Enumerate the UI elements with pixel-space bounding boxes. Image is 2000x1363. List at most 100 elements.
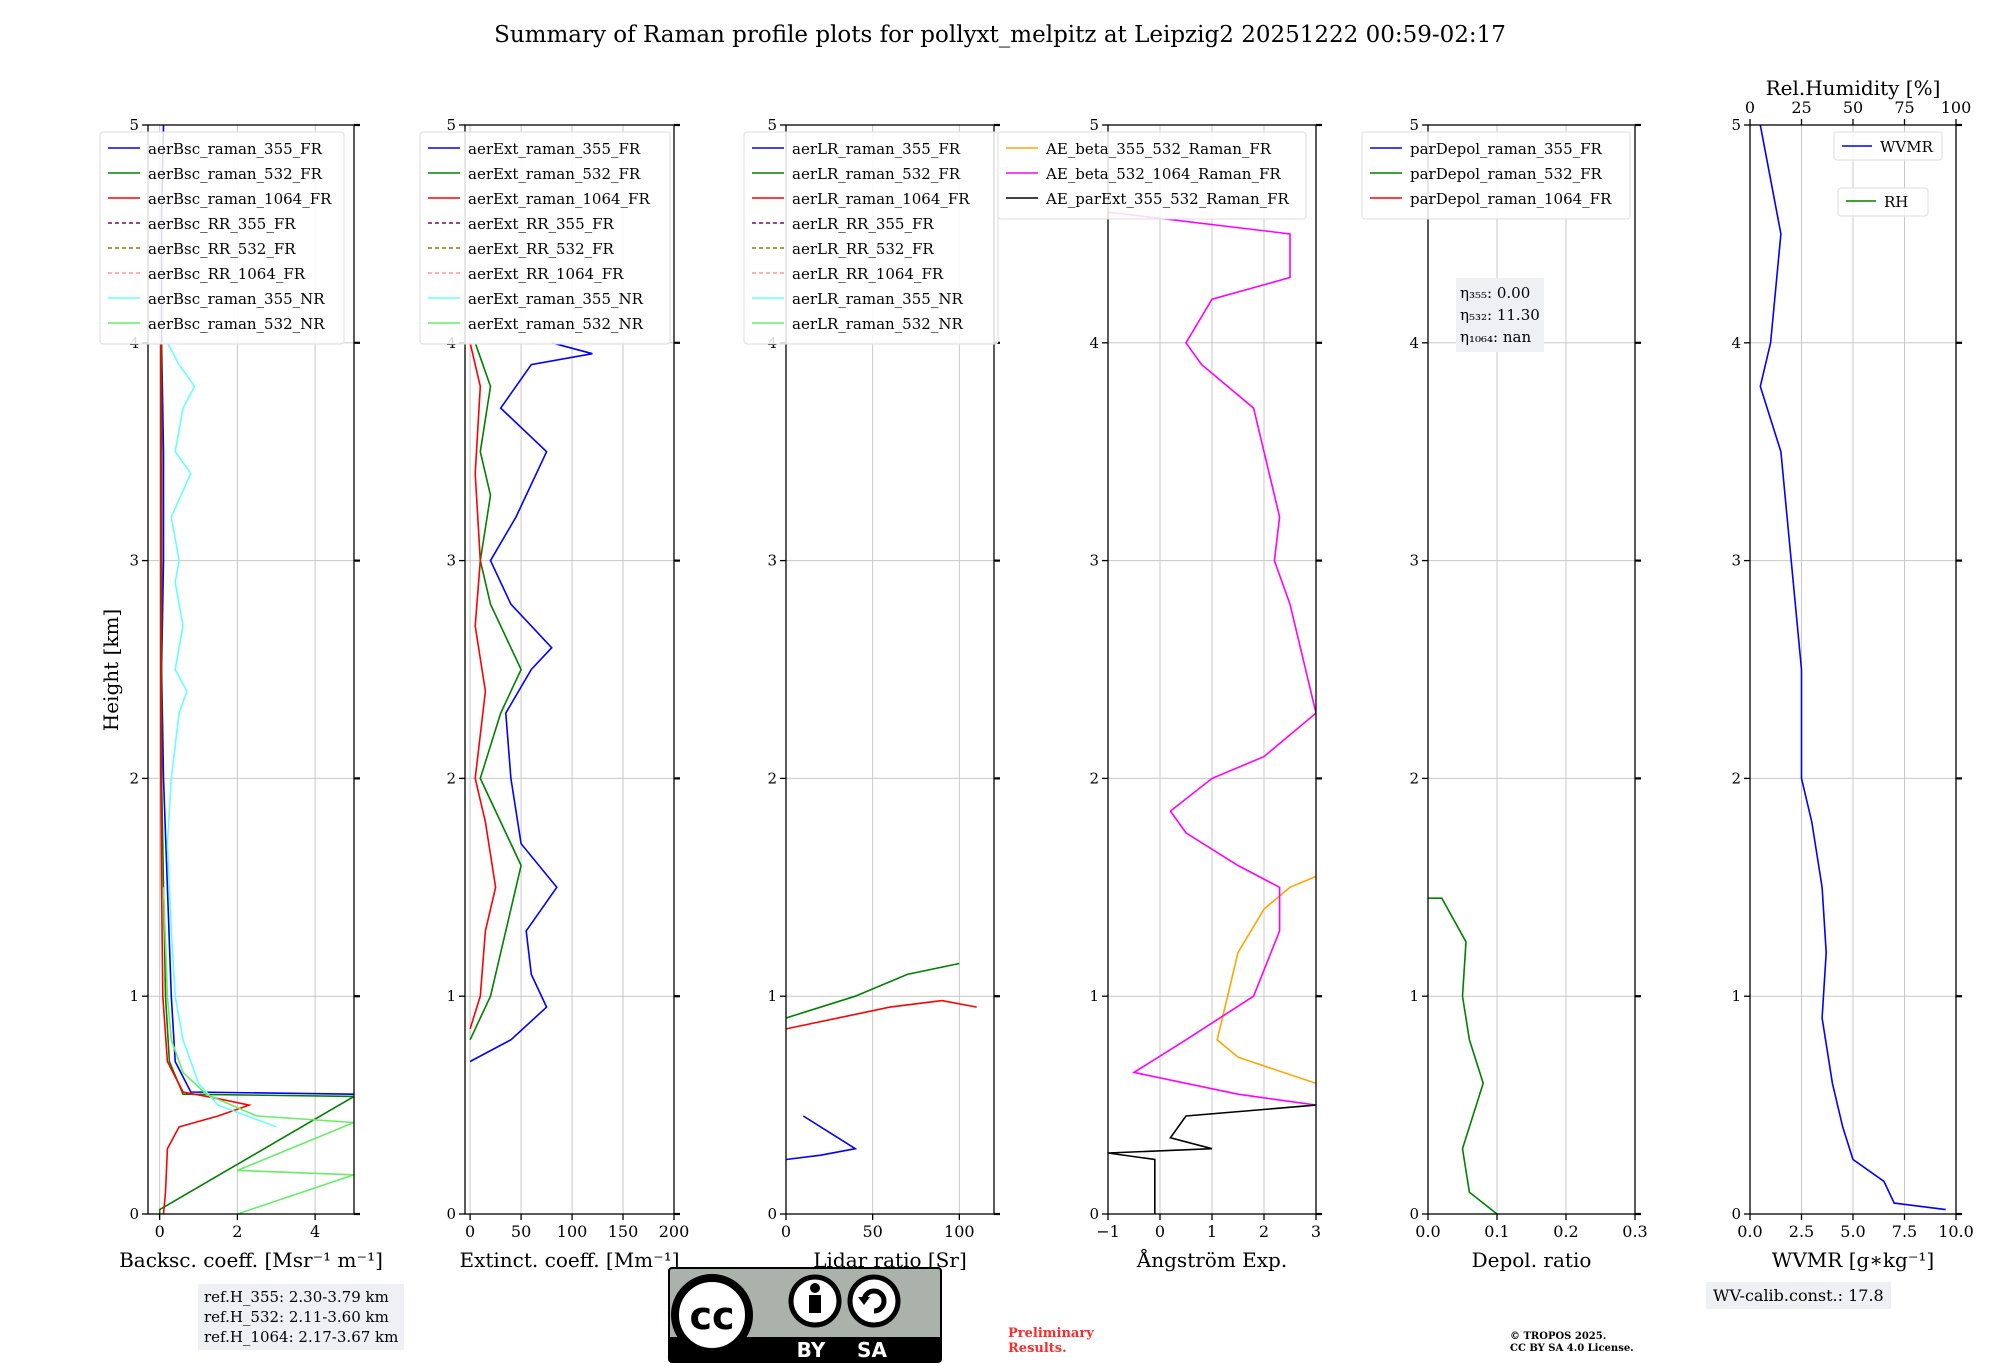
- legend-box: [997, 131, 1307, 220]
- reference-heights-box: ref.H_355: 2.30-3.79 km ref.H_532: 2.11-…: [198, 1284, 405, 1350]
- series-aerLR_raman_355_FR: [786, 1115, 858, 1161]
- legend-label: aerBsc_raman_532_NR: [148, 315, 325, 333]
- y-tick-label: 3: [1731, 552, 1741, 570]
- wv-calibration-constant: WV-calib.const.: 17.8: [1706, 1282, 1891, 1309]
- x-tick-label: 3: [1311, 1222, 1321, 1241]
- series-aerBsc_raman_1064_FR: [160, 342, 253, 1214]
- legend-label: RH: [1884, 193, 1908, 211]
- x-tick-label: 50: [862, 1222, 882, 1241]
- legend-label: aerExt_raman_355_FR: [468, 140, 641, 158]
- cc-circle-icon: [671, 1274, 753, 1356]
- copyright-note: © TROPOS 2025. CC BY SA 4.0 License.: [1510, 1331, 1634, 1355]
- sa-label: SA: [857, 1338, 887, 1362]
- series-aerExt_raman_355_FR: [469, 342, 593, 1063]
- y-tick-label: 3: [1409, 552, 1419, 570]
- x-tick-label: 50: [511, 1222, 531, 1241]
- eta-values-box: η₃₅₅: 0.00 η₅₃₂: 11.30 η₁₀₆₄: nan: [1456, 278, 1544, 352]
- x-tick-label: 0.0: [1737, 1222, 1762, 1241]
- axes-frame: [147, 124, 355, 1215]
- legend-label: aerLR_raman_532_FR: [792, 165, 961, 183]
- legend-label: aerLR_RR_1064_FR: [792, 265, 944, 283]
- ref-height-355: ref.H_355: 2.30-3.79 km: [204, 1288, 389, 1306]
- y-tick-label: 5: [446, 116, 456, 134]
- legend-label: aerExt_RR_532_FR: [468, 240, 615, 258]
- series-aerBsc_raman_355_NR: [166, 342, 277, 1128]
- x-tick-label: 4: [310, 1222, 320, 1241]
- y-tick-label: 0: [1731, 1205, 1741, 1223]
- preliminary-line-1: Preliminary: [1008, 1326, 1094, 1341]
- y-tick-label: 2: [446, 769, 456, 787]
- x2-tick-label: 100: [1941, 98, 1972, 117]
- x2-tick-label: 0: [1745, 98, 1755, 117]
- legend-label: aerLR_raman_355_FR: [792, 140, 961, 158]
- legend-label: parDepol_raman_532_FR: [1410, 165, 1603, 183]
- y-tick-label: 4: [1409, 334, 1419, 352]
- x-tick-label: 2: [232, 1222, 242, 1241]
- y-tick-label: 0: [767, 1205, 777, 1223]
- x-tick-label: 1: [1207, 1222, 1217, 1241]
- legend-label: parDepol_raman_355_FR: [1410, 140, 1603, 158]
- x-tick-label: 0: [781, 1222, 791, 1241]
- x2-tick-label: 25: [1791, 98, 1811, 117]
- series-aerExt_raman_532_FR: [469, 342, 522, 1041]
- ref-height-1064: ref.H_1064: 2.17-3.67 km: [204, 1328, 399, 1346]
- y-tick-label: 5: [1409, 116, 1419, 134]
- legend-label: aerLR_raman_355_NR: [792, 290, 963, 308]
- x-tick-label: 2.5: [1789, 1222, 1814, 1241]
- legend-box: [419, 131, 671, 345]
- x-axis-label: WVMR [g∗kg⁻¹]: [1772, 1248, 1934, 1272]
- preliminary-results-note: Preliminary Results.: [1008, 1326, 1094, 1356]
- legend-label: aerBsc_raman_1064_FR: [148, 190, 332, 208]
- y-tick-label: 5: [1089, 116, 1099, 134]
- x-tick-label: 7.5: [1892, 1222, 1917, 1241]
- y-tick-label: 4: [1731, 334, 1741, 352]
- legend-label: aerBsc_raman_532_FR: [148, 165, 323, 183]
- eta-532: η₅₃₂: 11.30: [1460, 306, 1540, 324]
- x-tick-label: 0.2: [1553, 1222, 1578, 1241]
- x-tick-label: 10.0: [1938, 1222, 1974, 1241]
- y-tick-label: 1: [129, 987, 139, 1005]
- y-tick-label: 5: [129, 116, 139, 134]
- legend-box: [1833, 131, 1943, 161]
- axes-frame: [464, 124, 675, 1215]
- x-tick-label: 0: [1155, 1222, 1165, 1241]
- legend-label: aerExt_RR_1064_FR: [468, 265, 624, 283]
- x-axis-label: Depol. ratio: [1472, 1248, 1592, 1272]
- x2-tick-label: 75: [1894, 98, 1914, 117]
- cc-logo-text: cc: [689, 1294, 734, 1338]
- y-tick-label: 5: [767, 116, 777, 134]
- legend-label: aerLR_raman_1064_FR: [792, 190, 970, 208]
- y-tick-label: 3: [129, 552, 139, 570]
- legend-box: [99, 131, 345, 345]
- x-tick-label: 150: [608, 1222, 639, 1241]
- by-label: BY: [797, 1338, 826, 1362]
- y-tick-label: 5: [1731, 116, 1741, 134]
- x-tick-label: 5.0: [1840, 1222, 1865, 1241]
- legend-label: aerBsc_RR_355_FR: [148, 215, 296, 233]
- series-parDepol_raman_532_FR: [1428, 897, 1498, 1214]
- legend-label: aerLR_raman_532_NR: [792, 315, 963, 333]
- legend-label: aerBsc_raman_355_FR: [148, 140, 323, 158]
- y-tick-label: 1: [767, 987, 777, 1005]
- legend-label: aerExt_raman_532_NR: [468, 315, 644, 333]
- series-aerBsc_raman_532_NR: [162, 887, 354, 1214]
- series-AE_beta_355_532_Raman_FR: [1216, 875, 1316, 1085]
- axes-frame: [1427, 124, 1636, 1215]
- y-tick-label: 0: [1409, 1205, 1419, 1223]
- legend-box: [1361, 131, 1631, 220]
- y-tick-label: 1: [446, 987, 456, 1005]
- y-tick-label: 0: [446, 1205, 456, 1223]
- series-aerBsc_raman_532_FR: [158, 342, 354, 1214]
- ref-height-532: ref.H_532: 2.11-3.60 km: [204, 1308, 389, 1326]
- y-tick-label: 0: [1089, 1205, 1099, 1223]
- eta-355: η₃₅₅: 0.00: [1460, 284, 1531, 302]
- legend-label: parDepol_raman_1064_FR: [1410, 190, 1612, 208]
- y-tick-label: 3: [767, 552, 777, 570]
- x-tick-label: −1: [1096, 1222, 1120, 1241]
- eta-1064: η₁₀₆₄: nan: [1460, 328, 1532, 346]
- y-tick-label: 2: [1409, 769, 1419, 787]
- series-aerLR_raman_532_FR: [786, 962, 960, 1019]
- y-tick-label: 3: [446, 552, 456, 570]
- x-axis-label: Ångström Exp.: [1136, 1247, 1287, 1272]
- legend-label: aerBsc_raman_355_NR: [148, 290, 325, 308]
